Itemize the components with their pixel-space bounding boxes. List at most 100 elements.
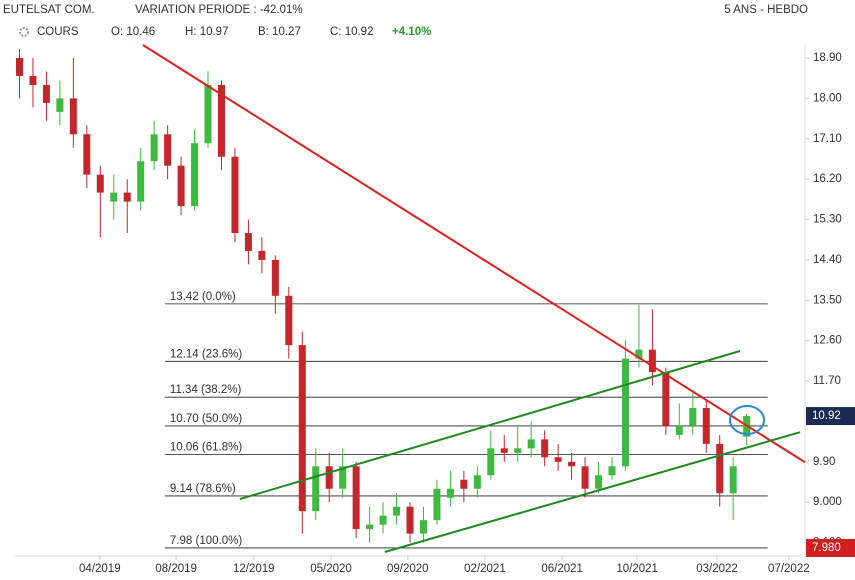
candle-body [621, 358, 629, 467]
plot: 13.42 (0.0%) 12.14 (23.6%) 11.34 (38.2%) 10… [15, 44, 806, 553]
candle-body [69, 98, 77, 135]
candle-body [56, 98, 64, 112]
candle-body [716, 443, 724, 494]
candle-body [244, 232, 252, 251]
candle-body [595, 475, 603, 489]
candle-body [702, 407, 710, 444]
candle-body [285, 295, 293, 346]
candle-body [177, 165, 185, 207]
highlight-circle [729, 405, 765, 435]
candle-body [150, 134, 158, 162]
candle-body [204, 84, 212, 144]
fib-label: 9.14 (78.6%) [170, 483, 236, 495]
trend-line [384, 431, 801, 553]
candle-body [608, 466, 616, 476]
y-tick-label: 13.50 [813, 294, 842, 306]
x-tick-label: 10/2021 [616, 563, 658, 575]
candle-body [527, 439, 535, 449]
y-tick-label: 16.20 [813, 173, 842, 185]
price-tag-label: 10.92 [812, 410, 841, 422]
candle-body [42, 84, 50, 103]
candle-body [325, 466, 333, 489]
trend-line [239, 350, 741, 501]
candle-body [379, 515, 387, 525]
candle-body [164, 134, 172, 166]
candle-body [312, 466, 320, 512]
settings-icon[interactable] [19, 27, 29, 37]
candle-body [339, 466, 347, 489]
candle-body [500, 448, 508, 453]
fib-label: 13.42 (0.0%) [170, 291, 236, 303]
fib-label: 10.70 (50.0%) [170, 413, 242, 425]
candle-body [541, 439, 549, 458]
y-tick-label: 14.40 [813, 254, 842, 266]
candle-body [460, 479, 468, 489]
x-tick-label: 04/2019 [79, 563, 121, 575]
trend-line [142, 44, 806, 464]
candle-body [393, 506, 401, 516]
y-tick-label: 15.30 [813, 214, 842, 226]
series-label: COURS [37, 26, 79, 38]
candle-body [473, 475, 481, 489]
candle-body [487, 448, 495, 476]
candle-body [83, 134, 91, 175]
price-tag [806, 407, 855, 426]
candle-body [271, 259, 279, 296]
ohlc-open: O: 10.46 [111, 26, 155, 38]
candle-body [568, 461, 576, 467]
fib-label: 7.98 (100.0%) [170, 535, 242, 547]
candle-body [96, 174, 104, 193]
candle-body [406, 506, 414, 534]
y-tick-label: 12.60 [813, 335, 842, 347]
x-tick-label: 05/2020 [310, 563, 352, 575]
period: 5 ANS - HEBDO [724, 4, 808, 16]
fib-label: 10.06 (61.8%) [170, 442, 242, 454]
candle-body [433, 488, 441, 521]
candle-body [110, 192, 118, 202]
candle-body [648, 349, 656, 373]
candle-body [635, 349, 643, 359]
candle-body [123, 192, 131, 202]
fib-label: 11.34 (38.2%) [170, 384, 242, 396]
candle-body [217, 84, 225, 157]
x-tick-label: 07/2022 [768, 563, 810, 575]
candle-body [581, 466, 589, 489]
y-tick-label: 9.000 [813, 496, 842, 508]
candle-body [662, 372, 670, 426]
y-tick-label: 11.70 [813, 375, 841, 387]
fib-label: 12.14 (23.6%) [170, 348, 242, 360]
candle-body [137, 161, 145, 202]
candle-body [352, 466, 360, 530]
candle-body [366, 524, 374, 530]
x-tick-label: 12/2019 [233, 563, 275, 575]
x-tick-label: 02/2021 [464, 563, 506, 575]
y-tick-label: 9.90 [813, 456, 835, 468]
ohlc-low: B: 10.27 [258, 26, 301, 38]
candle-body [554, 457, 562, 462]
candle-body [298, 345, 306, 512]
ohlc-high: H: 10.97 [185, 26, 228, 38]
price-tag-label: 7.980 [812, 542, 841, 554]
candle-body [446, 488, 454, 498]
candle-body [729, 466, 737, 494]
y-tick-label: 18.00 [813, 92, 842, 104]
x-tick-label: 08/2019 [155, 563, 197, 575]
ohlc-close: C: 10.92 [330, 26, 373, 38]
candle-body [15, 58, 23, 76]
candle-body [258, 250, 266, 260]
x-tick-label: 06/2021 [541, 563, 583, 575]
candle-body [29, 75, 37, 85]
candle-body [514, 448, 522, 453]
y-tick-label: 18.90 [813, 52, 842, 64]
candle-body [689, 407, 697, 426]
subtitle: VARIATION PERIODE : -42.01% [135, 4, 303, 16]
y-tick-label: 17.10 [813, 133, 842, 145]
candle-body [419, 520, 427, 534]
x-tick-label: 09/2020 [387, 563, 429, 575]
x-tick-label: 03/2022 [696, 563, 738, 575]
candle-body [191, 143, 199, 207]
price-tag [806, 538, 855, 557]
change: +4.10% [392, 26, 431, 38]
